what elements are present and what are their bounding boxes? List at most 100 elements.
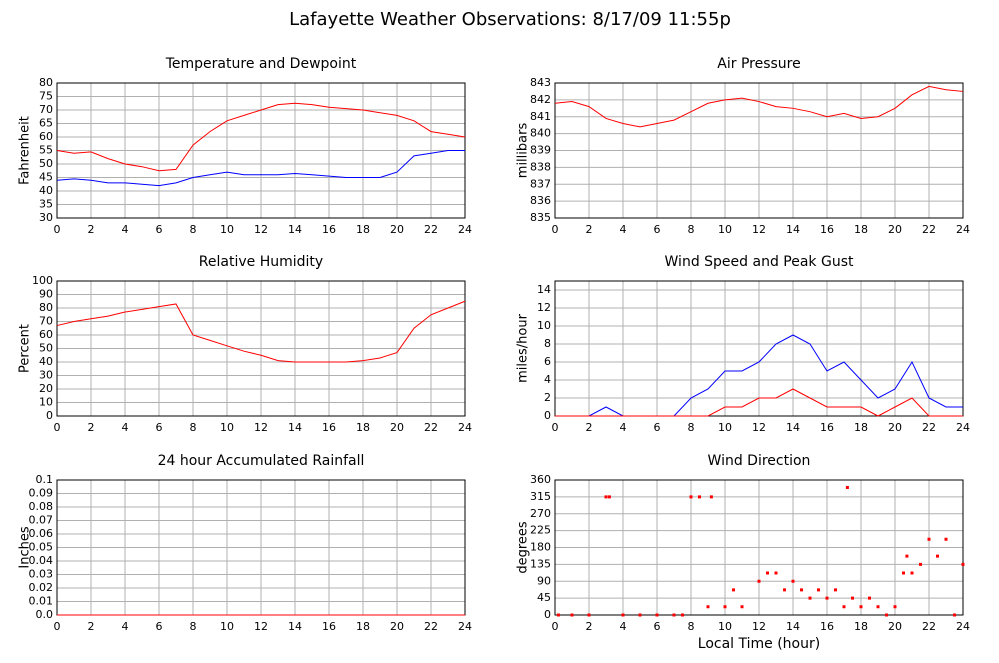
y-tick-label: 40	[39, 355, 53, 368]
y-tick-label: 842	[530, 93, 551, 106]
x-tick-label: 20	[888, 223, 902, 236]
y-tick-label: 843	[530, 76, 551, 89]
data-point	[709, 495, 713, 499]
x-tick-label: 10	[220, 421, 234, 434]
x-tick-label: 22	[922, 223, 936, 236]
y-tick-label: 55	[39, 144, 53, 157]
subplot-title: 24 hour Accumulated Rainfall	[158, 453, 365, 469]
x-tick-label: 2	[586, 223, 593, 236]
data-point	[800, 588, 803, 592]
y-tick-label: 135	[530, 557, 551, 570]
plot-frame	[56, 280, 466, 417]
x-tick-label: 10	[220, 223, 234, 236]
y-tick-label: 0.02	[29, 581, 54, 594]
y-axis-label: degrees	[516, 521, 531, 574]
x-tick-label: 4	[620, 620, 627, 633]
y-tick-label: 360	[530, 473, 551, 486]
y-tick-label: 30	[39, 369, 53, 382]
data-point	[689, 495, 693, 499]
x-tick-label: 20	[390, 223, 404, 236]
y-tick-label: 45	[537, 591, 551, 604]
data-point	[876, 605, 880, 609]
data-line	[56, 300, 466, 363]
x-tick-label: 14	[288, 620, 302, 633]
y-tick-label: 0.03	[29, 568, 54, 581]
y-tick-label: 60	[39, 328, 53, 341]
y-tick-label: 835	[530, 211, 551, 224]
data-point	[851, 596, 854, 600]
y-tick-label: 0.06	[29, 527, 54, 540]
y-tick-label: 10	[39, 396, 53, 409]
y-tick-label: 838	[530, 160, 551, 173]
x-tick-label: 8	[190, 620, 197, 633]
x-tick-label: 4	[122, 223, 129, 236]
x-tick-label: 24	[956, 620, 970, 633]
x-tick-label: 8	[688, 223, 695, 236]
y-tick-label: 30	[39, 211, 53, 224]
y-tick-label: 0	[46, 409, 53, 422]
y-tick-label: 70	[39, 315, 53, 328]
data-point	[570, 613, 574, 617]
x-tick-label: 2	[88, 620, 95, 633]
y-tick-label: 841	[530, 110, 551, 123]
x-tick-label: 16	[322, 223, 336, 236]
data-point	[885, 613, 888, 617]
x-tick-label: 4	[122, 620, 129, 633]
data-point	[638, 613, 642, 617]
x-tick-label: 2	[88, 223, 95, 236]
x-tick-label: 20	[390, 421, 404, 434]
y-tick-label: 836	[530, 194, 551, 207]
y-tick-label: 65	[39, 117, 53, 130]
x-tick-label: 4	[620, 421, 627, 434]
y-tick-label: 0.08	[29, 500, 54, 513]
y-tick-label: 840	[530, 127, 551, 140]
x-tick-label: 10	[718, 620, 732, 633]
y-tick-label: 90	[39, 288, 53, 301]
x-tick-label: 24	[458, 223, 472, 236]
x-tick-label: 10	[220, 620, 234, 633]
x-tick-label: 20	[888, 421, 902, 434]
data-point	[607, 495, 611, 499]
y-tick-label: 80	[39, 301, 53, 314]
x-tick-label: 16	[322, 421, 336, 434]
y-tick-label: 837	[530, 177, 551, 190]
y-tick-label: 10	[537, 319, 551, 332]
y-tick-label: 0	[544, 409, 551, 422]
y-tick-label: 45	[39, 171, 53, 184]
data-point	[604, 495, 608, 499]
x-tick-label: 0	[552, 620, 559, 633]
y-axis-label: Fahrenheit	[18, 116, 33, 185]
data-point	[556, 613, 560, 617]
x-tick-label: 6	[156, 421, 163, 434]
x-tick-label: 16	[820, 223, 834, 236]
y-tick-label: 50	[39, 342, 53, 355]
y-tick-label: 8	[544, 337, 551, 350]
x-tick-label: 22	[424, 620, 438, 633]
x-tick-label: 22	[424, 223, 438, 236]
x-tick-label: 14	[786, 620, 800, 633]
y-tick-label: 0.01	[29, 595, 54, 608]
x-tick-label: 0	[54, 421, 61, 434]
x-tick-label: 6	[654, 421, 661, 434]
x-tick-label: 0	[552, 421, 559, 434]
y-tick-label: 270	[530, 507, 551, 520]
data-point	[936, 554, 939, 558]
data-point	[893, 605, 897, 609]
data-point	[706, 605, 710, 609]
x-tick-label: 6	[654, 620, 661, 633]
x-tick-label: 16	[820, 421, 834, 434]
data-line	[56, 150, 465, 187]
x-tick-label: 8	[190, 421, 197, 434]
x-tick-label: 8	[688, 620, 695, 633]
x-tick-label: 2	[88, 421, 95, 434]
x-tick-label: 6	[156, 620, 163, 633]
data-point	[919, 562, 922, 566]
x-tick-label: 18	[356, 620, 370, 633]
y-tick-label: 0.05	[29, 541, 54, 554]
data-point	[927, 537, 931, 541]
y-tick-label: 0.07	[29, 514, 54, 527]
x-tick-label: 12	[752, 620, 766, 633]
data-point	[944, 537, 948, 541]
